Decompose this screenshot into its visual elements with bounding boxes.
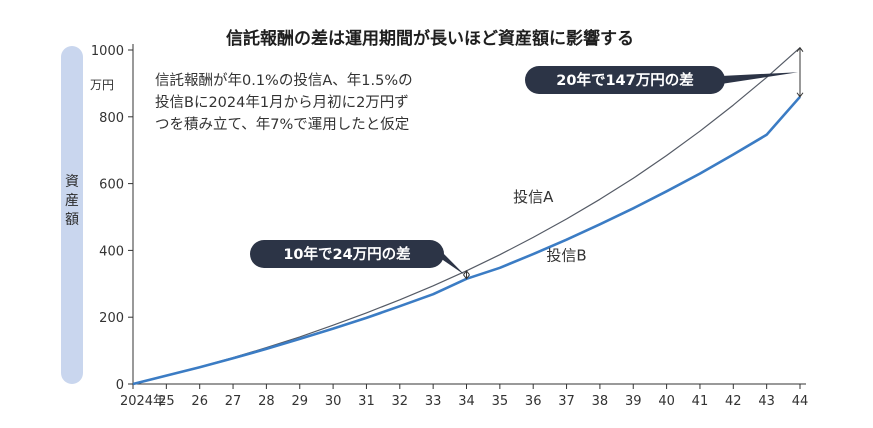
x-tick-label: 30	[325, 394, 342, 409]
callout-box	[525, 66, 725, 94]
callout-box	[250, 240, 444, 268]
callout-text: 20年で147万円の差	[556, 71, 693, 89]
y-tick-label: 1000	[91, 44, 124, 59]
callouts: 10年で24万円の差 20年で147万円の差	[250, 46, 804, 280]
x-tick-label: 39	[625, 394, 642, 409]
y-tick-label: 0	[116, 378, 124, 393]
x-tick-label: 40	[658, 394, 675, 409]
bracket-arrow-top	[796, 46, 804, 52]
x-tick-label: 33	[425, 394, 442, 409]
x-tick-label: 34	[458, 394, 475, 409]
x-tick-label: 35	[492, 394, 509, 409]
x-tick-label: 37	[558, 394, 575, 409]
series-line-b	[132, 95, 801, 386]
y-tick-label: 200	[99, 311, 124, 326]
series-label-b: 投信B	[546, 246, 586, 264]
y-tick-label: 600	[99, 178, 124, 193]
series-label-a: 投信A	[513, 188, 554, 206]
bracket-arrow-bottom	[463, 274, 470, 280]
bracket-arrow-bottom	[796, 92, 804, 98]
x-tick-label: 38	[592, 394, 609, 409]
bracket-arrow-top	[463, 269, 470, 276]
note-line: つを積み立て、年7%で運用したと仮定	[155, 116, 409, 133]
note-line: 投信Bに2024年1月から月初に2万円ず	[155, 94, 409, 111]
x-tick-label: 29	[291, 394, 308, 409]
callout-text: 10年で24万円の差	[283, 245, 410, 263]
y-tick-label: 800	[99, 111, 124, 126]
x-tick-label: 2024年	[120, 394, 166, 409]
x-tick-label: 36	[525, 394, 542, 409]
x-tick-label: 26	[191, 394, 208, 409]
x-tick-label: 25	[158, 394, 175, 409]
y-axis-label-pill	[61, 46, 83, 384]
callout-pointer	[721, 72, 798, 84]
x-tick-label: 28	[258, 394, 275, 409]
x-tick-label: 27	[225, 394, 242, 409]
y-axis-unit: 万円	[90, 78, 114, 92]
note-line: 信託報酬が年0.1%の投信A、年1.5%の	[155, 72, 413, 89]
x-tick-label: 43	[758, 394, 775, 409]
x-tick-label: 44	[792, 394, 809, 409]
x-tick-label: 42	[725, 394, 742, 409]
chart-title: 信託報酬の差は運用期間が長いほど資産額に影響する	[226, 28, 634, 49]
x-tick-label: 32	[392, 394, 409, 409]
y-tick-label: 400	[99, 244, 124, 259]
assumption-note: 信託報酬が年0.1%の投信A、年1.5%の投信Bに2024年1月から月初に2万円…	[155, 72, 413, 133]
y-axis-label: 資産額	[65, 174, 79, 228]
x-tick-label: 41	[692, 394, 709, 409]
callout-pointer	[440, 250, 465, 275]
x-tick-label: 31	[358, 394, 375, 409]
